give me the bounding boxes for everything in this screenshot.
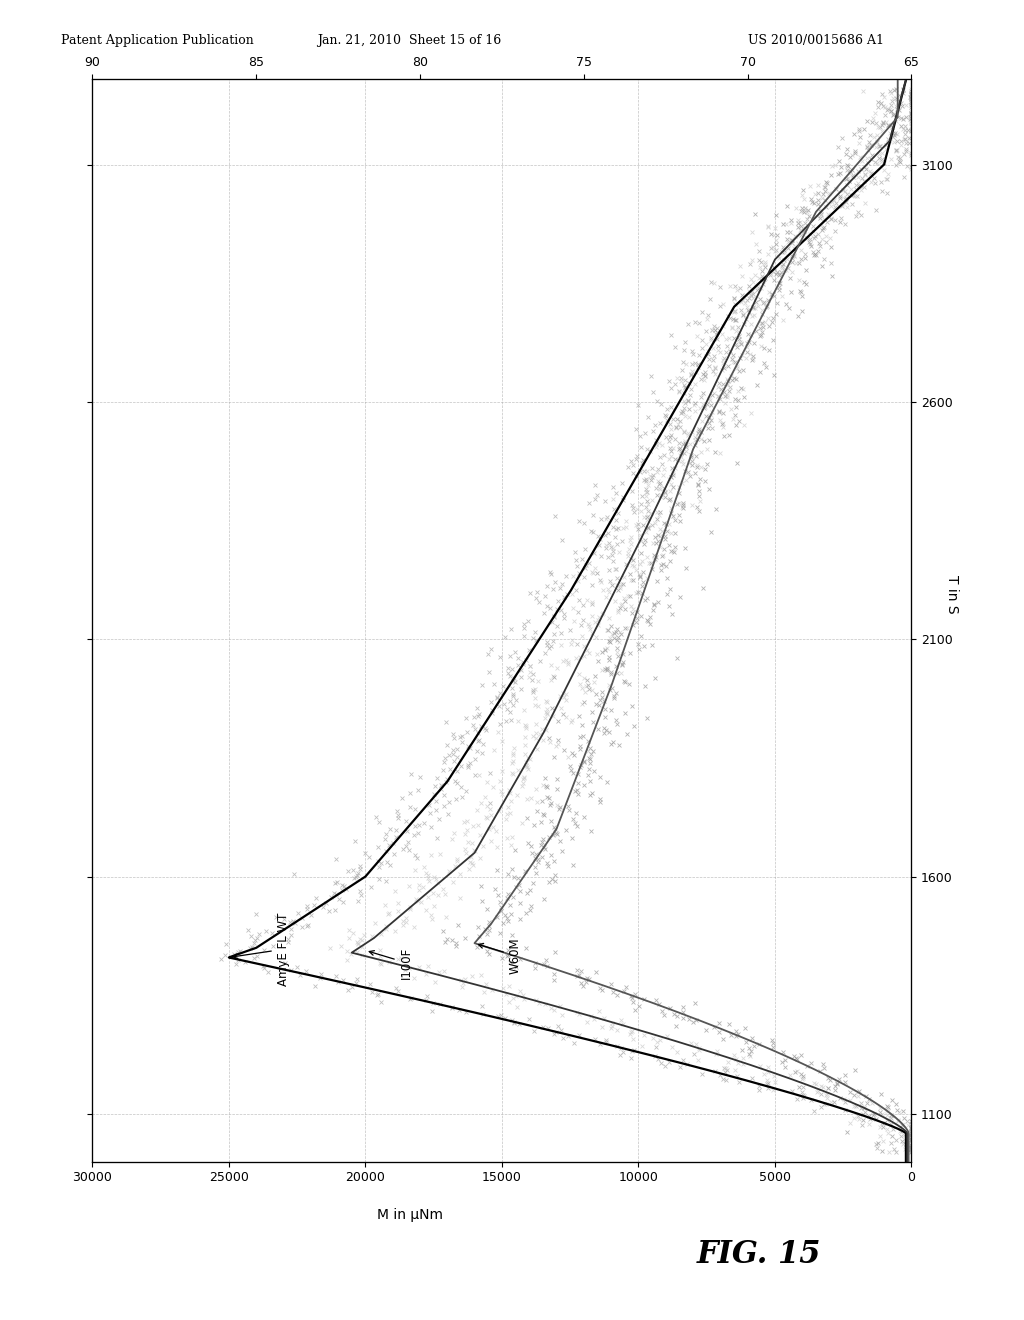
Text: Patent Application Publication: Patent Application Publication [61, 34, 254, 48]
Text: I100F: I100F [370, 946, 413, 979]
Text: US 2010/0015686 A1: US 2010/0015686 A1 [748, 34, 884, 48]
Text: Jan. 21, 2010  Sheet 15 of 16: Jan. 21, 2010 Sheet 15 of 16 [317, 34, 502, 48]
Text: T in S: T in S [945, 574, 959, 614]
Text: FIG. 15: FIG. 15 [696, 1239, 821, 1270]
Text: AmyE FL WT: AmyE FL WT [232, 912, 290, 986]
Text: M in μNm: M in μNm [377, 1208, 442, 1222]
Text: W60M: W60M [478, 937, 522, 974]
